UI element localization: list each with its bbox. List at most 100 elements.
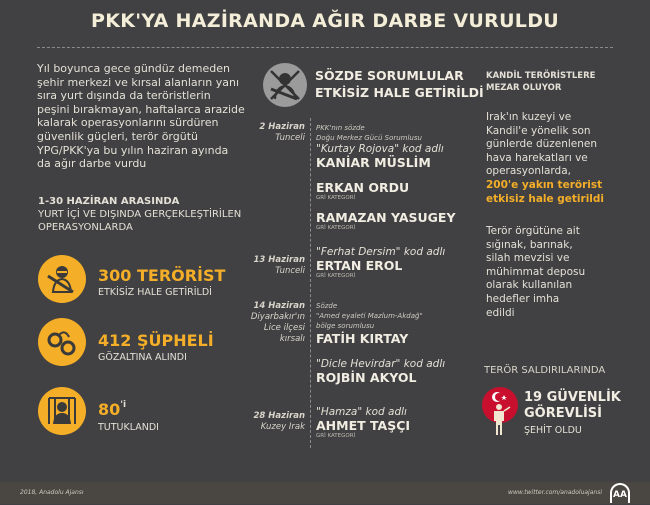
stat-neutralized-value: 300 TERÖRİST	[98, 266, 226, 285]
martyrs-value: 19 GÜVENLİK	[524, 390, 621, 405]
entry-category: GRİ KATEGORİ	[316, 273, 356, 279]
timeline-date: 28 Haziran Kuzey Irak	[254, 411, 305, 433]
masked-terrorist-icon	[38, 255, 86, 303]
intro-paragraph: Yıl boyunca gece gündüz demeden şehir me…	[37, 62, 245, 171]
stat-detained-label: GÖZALTINA ALINDI	[98, 352, 187, 363]
timeline-date: 2 Haziran Tunceli	[259, 122, 305, 144]
attacks-heading: TERÖR SALDIRILARINDA	[484, 365, 606, 376]
page-title: PKK'YA HAZİRANDA AĞIR DARBE VURULDU	[90, 10, 560, 32]
timeline-entry: "Hamza" kod adlı AHMET TAŞÇI GRİ KATEGOR…	[316, 406, 410, 439]
twitter-link[interactable]: www.twitter.com/anadoluajansi	[508, 489, 602, 496]
entry-codename: "Ferhat Dersim" kod adlı	[316, 246, 446, 258]
entry-note: bölge sorumlusu	[316, 322, 375, 330]
timeline-entry: RAMAZAN YASUGEY GRİ KATEGORİ	[316, 210, 456, 231]
stat-arrested-number: 80	[98, 400, 121, 419]
handcuffs-icon	[38, 318, 86, 366]
line: hedefler imha	[486, 292, 560, 305]
place: Tunceli	[275, 266, 305, 276]
line: silah mevzisi ve	[486, 252, 570, 265]
entry-name: ROJBİN AKYOL	[316, 370, 417, 385]
timeline-entry: Sözde "Amed eyaleti Mazlum-Akdağ" bölge …	[316, 301, 423, 346]
stat-arrested-value: 80'i	[98, 400, 126, 419]
entry-category: GRİ KATEGORİ	[316, 433, 356, 439]
period-heading: 1-30 HAZİRAN ARASINDA YURT İÇİ VE DIŞIND…	[38, 195, 241, 234]
targets-paragraph: Terör örgütüne ait sığınak, barınak, sil…	[486, 225, 585, 320]
martyrs-stat: 19 GÜVENLİK GÖREVLİSİ	[524, 390, 621, 422]
entry-category: GRİ KATEGORİ	[316, 195, 356, 201]
line: operasyonlarda,	[486, 165, 571, 178]
line: Terör örgütüne ait	[486, 225, 580, 237]
middle-title-line: ETKİSİZ HALE GETİRİLDİ	[315, 85, 484, 100]
kandil-heading: KANDİL TERÖRİSTLERE MEZAR OLUYOR	[486, 70, 595, 94]
line: sığınak, barınak,	[486, 238, 573, 251]
stat-arrested-suffix: 'i	[120, 400, 127, 410]
entry-name: ERTAN EROL	[316, 258, 403, 273]
divider	[37, 47, 613, 48]
footer: 2018, Anadolu Ajansı www.twitter.com/ana…	[0, 482, 650, 504]
line: Kandil'e yönelik son	[486, 124, 591, 137]
entry-name: KANİAR MÜSLİM	[316, 155, 431, 170]
intro-line: kalarak operasyonlarını sürdüren	[37, 116, 219, 130]
intro-line: da ağır darbe vurdu	[37, 157, 147, 171]
stat-detained-value: 412 ŞÜPHELİ	[98, 331, 214, 350]
line: edildi	[486, 306, 515, 319]
entry-codename: "Dicle Hevirdar" kod adlı	[316, 358, 446, 370]
place: kırsalı	[279, 334, 305, 344]
martyrs-label: GÖREVLİSİ	[524, 406, 602, 421]
stat-arrested-label: TUTUKLANDI	[98, 422, 159, 433]
entry-codename: "Hamza" kod adlı	[316, 406, 407, 418]
timeline-entry: "Ferhat Dersim" kod adlı ERTAN EROL GRİ …	[316, 246, 445, 279]
timeline-entry: "Dicle Hevirdar" kod adlı ROJBİN AKYOL	[316, 358, 445, 385]
place: Lice ilçesi	[263, 323, 305, 333]
period-line: OPERASYONLARDA	[38, 222, 133, 233]
heading-line: KANDİL TERÖRİSTLERE	[486, 71, 596, 81]
stat-neutralized-label: ETKİSİZ HALE GETİRİLDİ	[98, 287, 212, 298]
martyrs-sub: ŞEHİT OLDU	[524, 425, 582, 436]
heading-line: MEZAR OLUYOR	[486, 83, 562, 93]
place: Kuzey Irak	[260, 422, 305, 432]
timeline-line	[310, 118, 311, 448]
entry-name: AHMET TAŞÇI	[316, 418, 411, 433]
copyright: 2018, Anadolu Ajansı	[20, 489, 84, 496]
entry-note: Sözde	[316, 302, 338, 310]
timeline-date: 13 Haziran Tunceli	[254, 255, 305, 277]
middle-title-line: SÖZDE SORUMLULAR	[315, 68, 464, 83]
anadolu-logo: AA	[610, 483, 630, 503]
timeline-entry: PKK'nın sözde Doğu Merkez Gücü Sorumlusu…	[316, 123, 444, 170]
entry-note: "Amed eyaleti Mazlum-Akdağ"	[316, 312, 423, 320]
intro-line: YPG/PKK'ya bu yılın haziran ayında	[37, 143, 229, 157]
place: Diyarbakır'ın	[250, 312, 305, 322]
timeline-entry: ERKAN ORDU GRİ KATEGORİ	[316, 180, 409, 201]
date: 28 Haziran	[253, 411, 305, 421]
place: Tunceli	[275, 133, 305, 143]
entry-codename: "Kurtay Rojova" kod adlı	[316, 143, 444, 155]
date: 13 Haziran	[253, 255, 305, 265]
date: 14 Haziran	[253, 301, 305, 311]
intro-line: Yıl boyunca gece gündüz demeden	[37, 62, 230, 75]
intro-line: şehir merkezi ve kırsal alanların yanı	[37, 75, 240, 89]
entry-name: RAMAZAN YASUGEY	[316, 210, 456, 225]
period-line: YURT İÇİ VE DIŞINDA GERÇEKLEŞTİRİLEN	[38, 209, 242, 220]
intro-line: güvenlik güçleri, terör örgütü	[37, 129, 198, 143]
entry-note: Doğu Merkez Gücü Sorumlusu	[316, 134, 422, 142]
line: günlerde düzenlenen	[486, 138, 598, 151]
middle-heading: SÖZDE SORUMLULAR ETKİSİZ HALE GETİRİLDİ	[315, 67, 484, 101]
line: mühimmat deposu	[486, 265, 586, 278]
period-bold: 1-30 HAZİRAN ARASINDA	[38, 196, 180, 207]
timeline-date: 14 Haziran Diyarbakır'ın Lice ilçesi kırsal…	[251, 301, 305, 345]
entry-name: ERKAN ORDU	[316, 180, 410, 195]
intro-line: peşini bırakmayan, haftalarca arazide	[37, 102, 245, 116]
line: Irak'ın kuzeyi ve	[486, 111, 572, 123]
kandil-paragraph: Irak'ın kuzeyi ve Kandil'e yönelik son g…	[486, 111, 604, 206]
prison-icon	[38, 387, 86, 435]
line: olarak kullanılan	[486, 279, 573, 292]
line: hava harekatları ve	[486, 151, 588, 164]
highlight-line: 200'e yakın terörist	[486, 178, 603, 191]
turkish-soldier-icon	[482, 387, 518, 435]
entry-note: PKK'nın sözde	[316, 124, 365, 132]
entry-category: GRİ KATEGORİ	[316, 225, 356, 231]
crossed-terrorist-icon	[263, 63, 307, 107]
highlight-line: etkisiz hale getirildi	[486, 192, 605, 205]
entry-name: FATİH KIRTAY	[316, 331, 409, 346]
intro-line: sıra yurt dışında da teröristlerin	[37, 89, 211, 103]
